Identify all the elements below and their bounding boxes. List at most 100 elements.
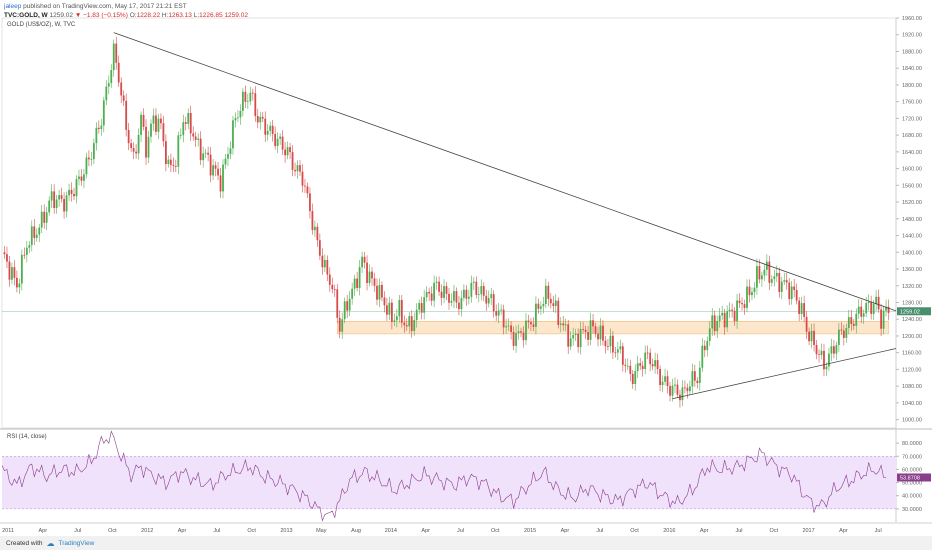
candle-body: [348, 298, 351, 311]
candle: [800, 296, 803, 321]
time-tick-label: Oct: [108, 528, 117, 534]
candle: [463, 284, 465, 302]
candle-body: [852, 323, 855, 326]
candle: [75, 175, 78, 204]
candle: [681, 380, 684, 407]
candle-body: [758, 266, 761, 280]
candle: [716, 315, 719, 339]
candle: [219, 168, 222, 199]
candle: [723, 308, 726, 335]
candle-body: [592, 320, 594, 327]
candle-body: [693, 371, 696, 381]
candle-body: [756, 266, 758, 288]
candle: [140, 111, 142, 143]
candle: [741, 297, 743, 311]
candle: [388, 296, 391, 320]
candle: [696, 377, 699, 389]
candle-body: [497, 310, 500, 316]
candle-body: [296, 165, 299, 172]
candle: [83, 168, 85, 189]
candle: [852, 319, 855, 330]
last-price-badge-label: 1259.02: [900, 309, 920, 315]
candle: [179, 128, 182, 140]
candle-body: [142, 114, 145, 127]
candle: [857, 299, 860, 319]
candle-body: [681, 387, 684, 401]
candle-body: [825, 366, 828, 370]
candle-body: [487, 297, 490, 304]
candle: [492, 290, 495, 318]
candle-body: [698, 367, 701, 384]
candle-body: [281, 136, 284, 150]
candle: [254, 86, 257, 122]
candle-body: [520, 331, 522, 333]
candle-body: [743, 304, 746, 308]
candle-body: [204, 152, 207, 154]
candle: [393, 313, 396, 326]
candle: [820, 343, 823, 360]
candle: [356, 271, 359, 292]
candle-body: [38, 227, 41, 235]
candle: [274, 126, 277, 150]
candle-body: [25, 247, 28, 255]
candle: [55, 194, 58, 214]
candle: [152, 108, 155, 131]
candle: [497, 303, 500, 324]
candle: [728, 302, 731, 319]
candle: [703, 340, 706, 358]
high-value: 1263.13: [168, 12, 192, 19]
candle-body: [11, 267, 13, 280]
candle-body: [798, 300, 801, 315]
candle: [45, 206, 48, 231]
time-tick-label: Jul: [735, 528, 742, 534]
candle-body: [214, 165, 217, 169]
time-tick-label: Apr: [39, 528, 48, 534]
candle-body: [179, 135, 182, 136]
candle: [368, 264, 371, 287]
author-link[interactable]: jaleep: [4, 3, 22, 10]
candle: [120, 77, 123, 103]
candle-body: [23, 254, 26, 256]
candle-body: [43, 211, 46, 223]
published-text: published on TradingView.com, May 17, 20…: [23, 3, 187, 10]
candle-body: [261, 116, 264, 119]
candle: [398, 294, 401, 323]
candle-body: [239, 110, 242, 118]
high-label: H:: [161, 12, 169, 19]
candle: [43, 204, 46, 229]
candle: [33, 218, 36, 246]
candle: [686, 383, 689, 399]
candle-body: [222, 164, 224, 192]
candle: [842, 324, 845, 346]
candle: [234, 112, 237, 128]
candle-body: [430, 293, 433, 301]
candle: [666, 370, 669, 394]
candle: [351, 282, 354, 305]
candle-body: [326, 259, 329, 275]
candle: [433, 275, 435, 308]
candle: [562, 316, 565, 331]
candle: [525, 313, 527, 345]
candle: [748, 279, 751, 303]
candle: [753, 282, 756, 299]
candle: [321, 248, 324, 275]
tradingview-link[interactable]: TradingView: [58, 539, 95, 547]
candle: [88, 150, 90, 167]
candle: [214, 161, 217, 177]
price-tick-label: 1120.00: [902, 367, 921, 373]
price-tick-label: 1320.00: [902, 284, 922, 290]
candle-body: [485, 295, 488, 304]
candle-body: [738, 300, 741, 304]
candle-body: [746, 286, 748, 308]
candle: [271, 119, 274, 142]
time-tick-label: Jul: [213, 528, 220, 534]
candle-body: [609, 335, 612, 347]
candle-body: [398, 300, 401, 317]
candle: [631, 369, 634, 389]
candle-body: [818, 354, 820, 356]
price-tick-label: 1280.00: [902, 300, 922, 306]
candle-body: [753, 287, 756, 293]
candle-body: [882, 310, 885, 329]
candle: [815, 339, 818, 360]
